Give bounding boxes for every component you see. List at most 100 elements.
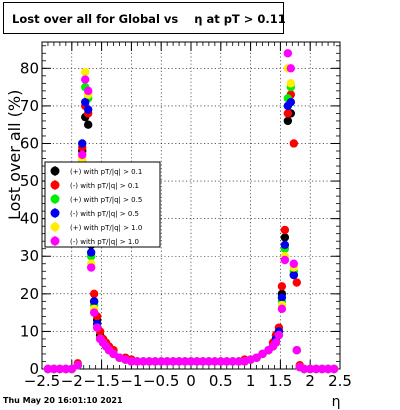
x-tick-label: −0.5 [143, 372, 179, 390]
data-point [286, 64, 296, 73]
x-tick-label: −1.5 [83, 372, 119, 390]
data-point [286, 79, 296, 88]
data-point [252, 353, 261, 362]
data-point [228, 357, 237, 366]
legend-label: (-) with pT/|q| > 0.1 [70, 182, 139, 190]
y-tick-label: 50 [20, 172, 39, 190]
data-point [67, 364, 77, 374]
data-point [78, 150, 87, 159]
data-point [49, 364, 59, 374]
data-point [174, 357, 184, 366]
data-point [73, 361, 82, 370]
data-point [283, 109, 293, 118]
legend-label: (-) with pT/|q| > 0.5 [70, 210, 139, 218]
data-point [292, 346, 301, 355]
data-point [81, 67, 90, 77]
x-tick-label: −1 [120, 372, 142, 390]
data-point [216, 357, 225, 366]
data-point [289, 139, 299, 148]
data-point [83, 86, 93, 96]
grid [41, 42, 341, 370]
y-tick-label: 30 [20, 247, 39, 265]
legend-marker [50, 222, 60, 232]
x-tick-label: 0 [186, 372, 196, 390]
y-tick-label: 60 [20, 134, 39, 152]
data-point [258, 349, 267, 359]
chart-title: Lost over all for Global vs η at pT > 0.… [12, 12, 286, 26]
data-point [198, 357, 208, 366]
x-axis-label: η [332, 394, 341, 410]
data-point [274, 330, 284, 340]
data-point [271, 338, 281, 347]
data-point [192, 357, 202, 366]
y-tick-label: 70 [20, 97, 39, 115]
data-point [234, 357, 243, 366]
data-point [204, 357, 214, 366]
data-point [323, 364, 333, 374]
legend-marker [50, 166, 60, 176]
data-point [277, 282, 287, 291]
data-point [283, 116, 293, 126]
data-point [162, 357, 172, 366]
data-point [306, 364, 315, 374]
data-point [186, 357, 196, 366]
data-points [43, 49, 339, 374]
title-box: Lost over all for Global vs η at pT > 0.… [3, 2, 286, 34]
data-point [157, 357, 166, 366]
y-tick-label: 40 [20, 210, 39, 228]
legend-label: (+) with pT/|q| > 0.5 [70, 196, 142, 204]
data-point [289, 270, 299, 280]
data-point [43, 364, 53, 374]
y-tick-label: 80 [20, 59, 39, 77]
timestamp: Thu May 20 16:01:10 2021 [3, 396, 123, 405]
legend-box [44, 161, 161, 248]
data-point [78, 139, 87, 148]
data-point [145, 357, 154, 366]
data-point [289, 259, 299, 268]
data-point [139, 357, 148, 366]
data-point [133, 357, 142, 366]
data-point [317, 364, 327, 374]
x-tick-label: −2.5 [24, 372, 60, 390]
data-point [61, 364, 71, 374]
data-point [280, 255, 290, 265]
data-point [109, 349, 118, 359]
legend-marker [50, 208, 60, 218]
data-point [311, 364, 321, 374]
data-point [280, 240, 290, 250]
data-point [81, 97, 90, 107]
x-tick-label: −2 [61, 372, 83, 390]
axes: −2.5 −2 −1.5 −1 −0.5 0 0.5 1 1.5 2 2.5 0 10 20 30 40 50 6… [20, 42, 352, 390]
x-tick-label: 0.5 [209, 372, 233, 390]
legend-marker [50, 180, 60, 190]
data-point [286, 97, 296, 107]
data-point [151, 357, 160, 366]
data-point [283, 49, 293, 58]
data-point [127, 357, 136, 366]
data-point [89, 289, 99, 299]
y-tick-label: 20 [20, 285, 39, 303]
x-tick-label: 1 [246, 372, 256, 390]
data-point [222, 357, 231, 366]
y-tick-label: 0 [29, 360, 39, 378]
legend-label: (+) with pT/|q| > 1.0 [70, 224, 142, 232]
data-point [280, 233, 290, 242]
legend-label: (+) with pT/|q| > 0.1 [70, 168, 142, 176]
data-point [277, 293, 287, 302]
data-point [83, 120, 93, 129]
data-point [89, 297, 99, 306]
legend-marker [50, 194, 60, 204]
legend-marker [50, 236, 60, 246]
data-point [86, 248, 96, 257]
data-point [210, 357, 220, 366]
legend: (+) with pT/|q| > 0.1 (-) with pT/|q| > 0… [44, 161, 161, 248]
y-axis-label: Lost over all (%) [5, 90, 24, 220]
data-point [168, 357, 178, 366]
x-tick-label: 2 [305, 372, 315, 390]
data-point [280, 225, 290, 235]
data-point [81, 75, 90, 84]
data-point [300, 364, 309, 374]
data-point [86, 263, 96, 272]
x-tick-label: 2.5 [328, 372, 352, 390]
